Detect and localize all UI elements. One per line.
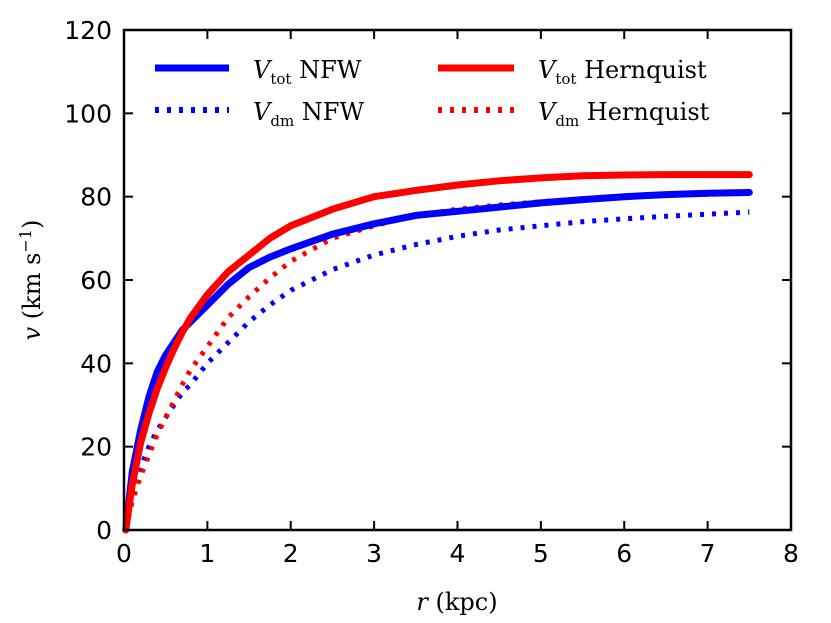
x-tick-label-8: 8 — [783, 539, 799, 568]
x-tick-label-2: 2 — [283, 539, 299, 568]
legend-entry-vdm-hernquist: Vdm Hernquist — [438, 98, 710, 130]
x-tick-label-1: 1 — [199, 539, 215, 568]
x-tick-label-6: 6 — [616, 539, 632, 568]
series-line-v-tot-nfw — [122, 189, 753, 534]
legend-label-vdm-hernquist: Vdm Hernquist — [538, 98, 710, 130]
y-tick-label-20: 20 — [80, 433, 112, 462]
x-tick-label-0: 0 — [116, 539, 132, 568]
legend-entry-vtot-hernquist: Vtot Hernquist — [438, 56, 707, 88]
y-tick-label-40: 40 — [80, 349, 112, 378]
legend-entry-vdm-nfw: Vdm NFW — [155, 98, 364, 130]
y-axis-label: v (km s−1) — [16, 220, 46, 341]
y-tick-label-80: 80 — [80, 183, 112, 212]
legend-label-vtot-hernquist: Vtot Hernquist — [538, 56, 707, 88]
legend: Vtot NFW Vdm NFW Vtot Hernquist Vdm Hern… — [155, 56, 710, 130]
legend-label-vtot-nfw: Vtot NFW — [253, 56, 362, 88]
legend-entry-vtot-nfw: Vtot NFW — [155, 56, 362, 88]
x-tick-label-3: 3 — [366, 539, 382, 568]
x-tick-label-7: 7 — [700, 539, 716, 568]
x-tick-label-4: 4 — [450, 539, 466, 568]
y-tick-label-60: 60 — [80, 266, 112, 295]
x-axis-label: r (kpc) — [416, 588, 497, 616]
series-line-v-dm-hernquist — [123, 190, 750, 531]
y-tick-label-0: 0 — [96, 516, 112, 545]
legend-label-vdm-nfw: Vdm NFW — [253, 98, 364, 130]
y-tick-label-120: 120 — [64, 16, 112, 45]
x-tick-label-5: 5 — [533, 539, 549, 568]
plot-lines — [122, 171, 753, 534]
series-line-v-tot-hernquist — [122, 171, 753, 534]
series-line-v-dm-nfw — [123, 209, 750, 531]
y-tick-label-100: 100 — [64, 99, 112, 128]
